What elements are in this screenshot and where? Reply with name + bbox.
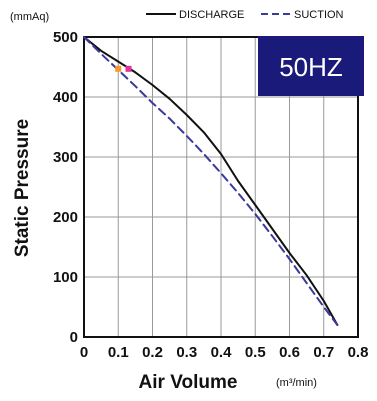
marker-layer xyxy=(115,65,132,72)
highlight-marker xyxy=(125,65,132,72)
x-axis-title: Air Volume xyxy=(139,372,238,393)
plot-frame xyxy=(83,36,359,338)
legend-label-discharge: DISCHARGE xyxy=(179,9,244,21)
x-tick-label: 0.3 xyxy=(176,344,197,361)
y-axis-unit: (mmAq) xyxy=(10,11,49,23)
axes-layer: 0 0.1 0.2 0.3 0.4 0.5 0.6 0.7 0.8 0 100 200 300 400 50… xyxy=(53,29,368,361)
y-tick-label: 0 xyxy=(70,329,78,346)
x-tick-label: 0.4 xyxy=(211,344,233,361)
frequency-badge xyxy=(258,36,364,96)
x-tick-label: 0 xyxy=(80,344,88,361)
y-tick-label: 300 xyxy=(53,149,78,166)
x-tick-label: 0.2 xyxy=(142,344,163,361)
frequency-badge-label: 50HZ xyxy=(279,52,343,82)
x-tick-label: 0.8 xyxy=(348,344,369,361)
legend: DISCHARGE SUCTION xyxy=(146,9,344,21)
x-tick-label: 0.5 xyxy=(245,344,266,361)
x-tick-label: 0.6 xyxy=(279,344,300,361)
y-tick-label: 100 xyxy=(53,269,78,286)
x-tick-label: 0.7 xyxy=(313,344,334,361)
x-tick-label: 0.1 xyxy=(108,344,129,361)
legend-label-suction: SUCTION xyxy=(294,9,344,21)
highlight-marker xyxy=(115,65,122,72)
y-axis-title: Static Pressure xyxy=(12,119,33,257)
y-tick-label: 400 xyxy=(53,89,78,106)
x-axis-unit: (m³/min) xyxy=(276,377,317,389)
y-tick-label: 200 xyxy=(53,209,78,226)
series-line-suction xyxy=(83,36,339,326)
y-tick-label: 500 xyxy=(53,29,78,46)
